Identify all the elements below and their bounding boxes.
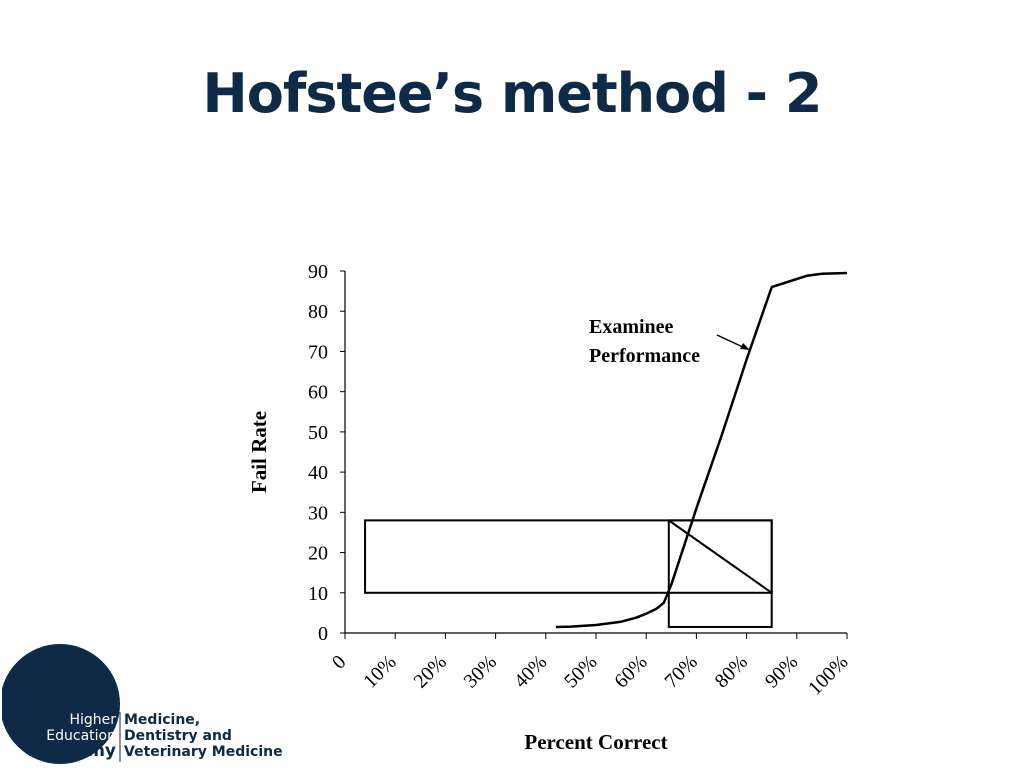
logo-sub-dentistry: Dentistry and — [124, 728, 232, 744]
annotation-label-line1: Examinee — [589, 316, 674, 338]
x-tick-label: 60% — [610, 651, 651, 692]
y-axis-label: Fail Rate — [247, 411, 271, 493]
x-tick-label: 0 — [328, 651, 351, 674]
y-tick-label: 10 — [308, 583, 328, 605]
y-tick-label: 0 — [318, 623, 328, 645]
annotation-label-line2: Performance — [589, 345, 700, 367]
y-tick-label: 50 — [308, 422, 328, 444]
y-tick-label: 40 — [308, 462, 328, 484]
x-tick-label: 50% — [560, 651, 601, 692]
performance-curve — [555, 271, 848, 629]
logo-text-education: Education — [46, 728, 116, 744]
performance-curve-group — [555, 271, 848, 629]
y-tick-label: 60 — [308, 382, 328, 404]
slide-title: Hofstee’s method - 2 — [202, 62, 823, 125]
y-tick-label: 80 — [308, 301, 328, 323]
logo-sub-medicine: Medicine, — [124, 712, 200, 728]
logo-text-higher: Higher — [69, 712, 116, 728]
annotation-arrowhead — [740, 343, 750, 350]
diagonal-line — [668, 519, 773, 594]
x-tick-label: 40% — [510, 651, 551, 692]
x-tick-label: 90% — [761, 651, 802, 692]
y-tick-label: 70 — [308, 341, 328, 363]
x-tick-label: 10% — [359, 651, 400, 692]
y-tick-label: 30 — [308, 502, 328, 524]
x-tick-label: 20% — [409, 651, 450, 692]
hofstee-bounds — [364, 519, 773, 628]
logo-text-academy: Academy — [29, 741, 116, 761]
y-tick-label: 20 — [308, 543, 328, 565]
x-tick-label: 80% — [711, 651, 752, 692]
x-tick-label: 70% — [660, 651, 701, 692]
y-tick-label: 90 — [308, 261, 328, 283]
inner-bound-rect — [667, 519, 773, 628]
logo-circle-cut — [0, 645, 2, 768]
chart-ticks: 0 10 20 30 40 50 60 70 80 90 0 10% 20% 30% 40% 50% 60% 70… — [308, 261, 853, 700]
logo-text-the: The — [81, 693, 116, 713]
logo-circle — [0, 644, 120, 764]
hea-logo: The Higher Education Academy Medicine, D… — [0, 644, 283, 768]
x-tick-label: 100% — [804, 651, 853, 700]
logo-sub-veterinary: Veterinary Medicine — [124, 744, 283, 760]
outer-bound-rect — [364, 519, 773, 594]
x-axis-label: Percent Correct — [524, 730, 667, 754]
x-tick-label: 30% — [460, 651, 501, 692]
